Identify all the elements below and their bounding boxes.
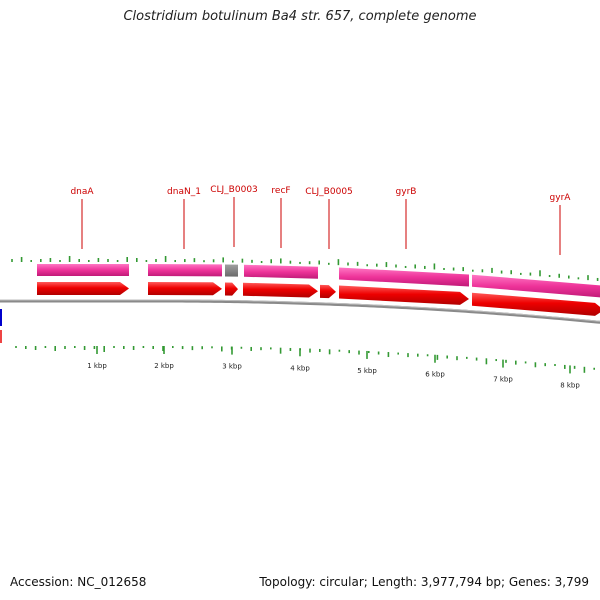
gene-label: dnaN_1 — [167, 187, 201, 197]
cds-arrow — [37, 282, 129, 295]
origin-blue-mark — [0, 309, 2, 326]
gene-label-group: gyrB — [396, 187, 417, 249]
ruler-label: 2 kbp — [154, 362, 174, 370]
cds-arrows-track — [37, 282, 600, 316]
gene-bar — [339, 267, 469, 287]
gene-label: gyrB — [396, 187, 417, 197]
gene-label: CLJ_B0003 — [210, 185, 258, 195]
gene-bar — [472, 274, 600, 298]
gene-label: dnaA — [70, 187, 94, 197]
gc-skew-ticks-bottom — [15, 346, 596, 373]
gene-label-group: CLJ_B0003 — [210, 185, 258, 247]
cds-arrow — [225, 282, 238, 296]
gene-bars-track — [37, 264, 600, 298]
gene-label-group: CLJ_B0005 — [305, 187, 353, 249]
ruler-ticks: 1 kbp 2 kbp 3 kbp 4 kbp 5 kbp 6 kbp 7 kbp 8 kbp — [87, 346, 580, 389]
ruler-label: 1 kbp — [87, 362, 107, 370]
gene-label: recF — [271, 186, 290, 196]
backbone-highlight — [0, 299, 600, 322]
gene-bar — [37, 264, 129, 276]
genome-title: Clostridium botulinum Ba4 str. 657, comp… — [123, 9, 477, 24]
cds-arrow — [472, 292, 600, 316]
origin-red-mark — [0, 330, 2, 343]
topology-text: Topology: circular; Length: 3,977,794 bp… — [259, 575, 589, 589]
origin-marker — [0, 309, 2, 343]
gene-label: CLJ_B0005 — [305, 187, 353, 197]
gene-label-group: gyrA — [550, 193, 572, 255]
gene-labels: dnaA dnaN_1 CLJ_B0003 recF CLJ_B0005 gyrB gyrA — [70, 185, 571, 255]
gc-skew-ticks-top — [11, 256, 599, 281]
ruler-label: 5 kbp — [357, 367, 377, 375]
gene-bar — [225, 264, 238, 277]
accession-text: Accession: NC_012658 — [10, 575, 147, 589]
ruler-label: 8 kbp — [560, 381, 580, 389]
ruler-label: 6 kbp — [425, 371, 445, 379]
ruler-label: 3 kbp — [222, 363, 242, 371]
ruler-label: 7 kbp — [493, 376, 513, 384]
cds-arrow — [320, 284, 336, 299]
genome-backbone — [0, 299, 600, 324]
cds-arrow — [148, 282, 222, 296]
cds-arrow — [339, 285, 469, 305]
cds-arrow — [243, 282, 318, 298]
gene-label: gyrA — [550, 193, 572, 203]
backbone-line — [0, 299, 600, 324]
gene-bar — [148, 264, 222, 277]
gene-bar — [244, 264, 318, 279]
gene-label-group: recF — [271, 186, 291, 248]
gene-label-group: dnaA — [70, 187, 94, 249]
gene-label-group: dnaN_1 — [167, 187, 201, 249]
ruler-label: 4 kbp — [290, 364, 310, 372]
